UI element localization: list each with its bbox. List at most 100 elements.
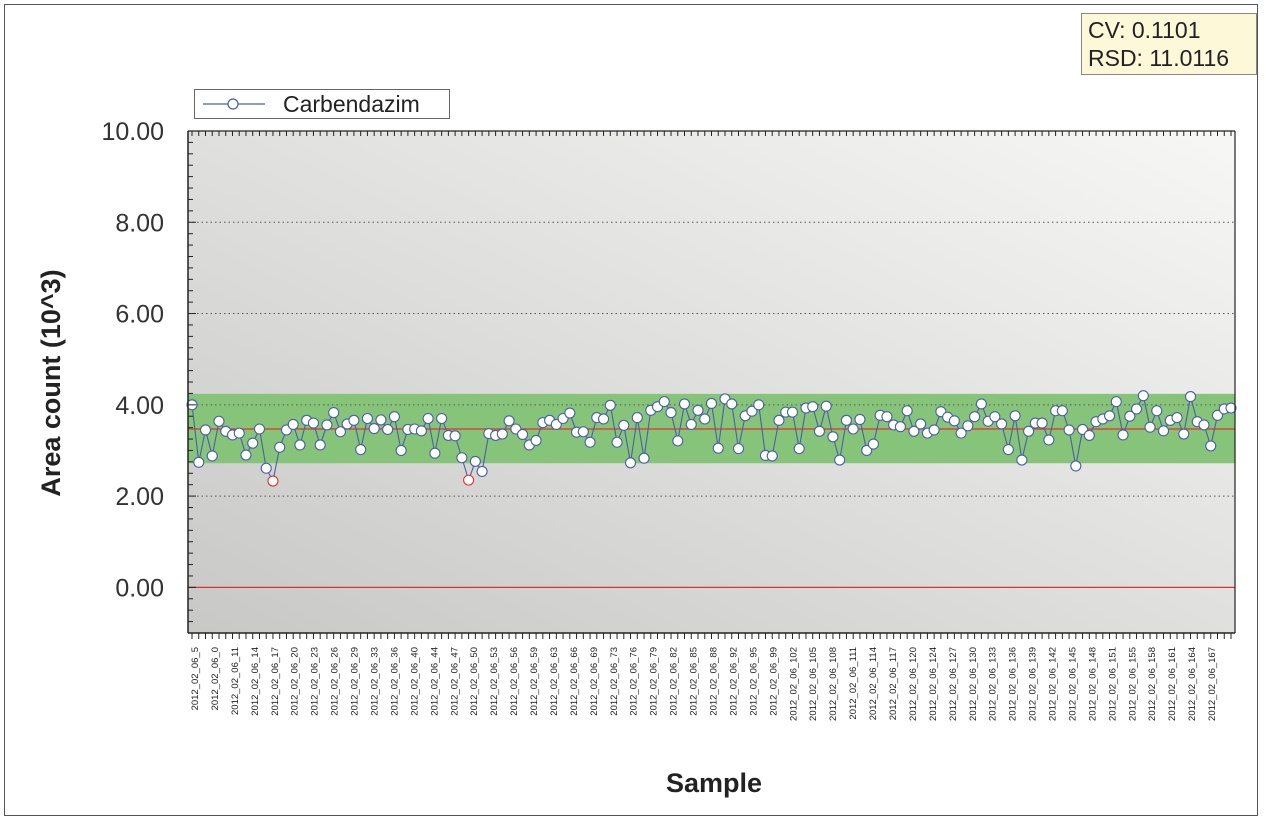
- x-tick-label: 2012_02_06_29: [350, 647, 361, 716]
- x-tick-label: 2012_02_06_17: [270, 647, 281, 716]
- data-point: [449, 430, 461, 442]
- data-point: [753, 399, 765, 411]
- x-tick-label: 2012_02_06_79: [649, 647, 660, 716]
- data-point: [854, 413, 866, 425]
- data-point: [699, 413, 711, 425]
- data-point: [1211, 409, 1224, 421]
- data-point: [233, 427, 245, 439]
- data-point: [861, 444, 873, 457]
- data-point: [618, 419, 630, 431]
- data-point: [287, 418, 299, 430]
- data-point: [1178, 428, 1190, 440]
- data-point: [334, 426, 346, 438]
- legend-marker-icon: [227, 98, 239, 110]
- data-point: [807, 401, 819, 413]
- data-point: [766, 450, 778, 462]
- x-tick-label: 2012_02_06_69: [589, 647, 600, 716]
- x-tick-label: 2012_02_06_133: [988, 647, 999, 721]
- data-point: [274, 441, 286, 453]
- x-tick-label: 2012_02_06_76: [629, 647, 640, 716]
- data-point: [1036, 417, 1048, 429]
- data-point: [1043, 434, 1055, 446]
- x-tick-label: 2012_02_06_0: [210, 647, 221, 710]
- x-tick-label: 2012_02_06_92: [728, 647, 739, 716]
- data-point: [901, 405, 913, 417]
- data-point: [948, 415, 960, 427]
- data-point: [638, 452, 650, 464]
- x-tick-label: 2012_02_06_161: [1167, 647, 1178, 721]
- x-tick-label: 2012_02_06_105: [808, 647, 819, 721]
- x-tick-label: 2012_02_06_20: [290, 647, 301, 716]
- data-point: [1002, 443, 1014, 456]
- data-point: [1063, 424, 1075, 436]
- data-point: [476, 465, 488, 477]
- data-point: [1184, 391, 1197, 403]
- data-point: [726, 398, 738, 410]
- data-point: [368, 422, 380, 435]
- data-point: [1117, 429, 1129, 441]
- data-point: [422, 412, 434, 425]
- data-point: [469, 455, 481, 467]
- x-tick-label: 2012_02_06_40: [409, 647, 420, 716]
- data-point: [793, 443, 805, 455]
- data-point: [989, 411, 1001, 423]
- x-tick-label: 2012_02_06_124: [928, 647, 939, 721]
- data-point: [908, 425, 920, 437]
- data-point: [786, 406, 799, 418]
- x-tick-label: 2012_02_06_102: [788, 647, 799, 721]
- x-tick-label: 2012_02_06_114: [868, 647, 879, 720]
- data-point: [678, 398, 691, 410]
- data-point: [375, 414, 387, 426]
- data-point: [1083, 429, 1095, 441]
- rsd-value: RSD: 11.0116: [1088, 45, 1230, 71]
- data-point: [834, 454, 846, 466]
- data-point: [247, 437, 259, 449]
- y-tick-label: 10.00: [101, 118, 164, 146]
- data-point: [915, 418, 927, 430]
- outlier-point: [267, 475, 279, 487]
- legend-swatch: [203, 98, 265, 110]
- data-point: [382, 423, 394, 436]
- x-tick-label: 2012_02_06_145: [1068, 647, 1079, 721]
- data-point: [969, 411, 981, 423]
- data-point: [1009, 410, 1021, 422]
- data-point: [517, 428, 529, 441]
- data-point: [955, 427, 967, 439]
- x-tick-label: 2012_02_06_33: [370, 647, 381, 716]
- data-point: [1144, 421, 1156, 433]
- y-tick-label: 6.00: [115, 301, 164, 329]
- data-point: [314, 439, 326, 451]
- data-point: [692, 404, 704, 416]
- data-point: [732, 443, 745, 455]
- x-tick-label: 2012_02_06_23: [310, 647, 321, 716]
- x-tick-label: 2012_02_06_73: [609, 647, 620, 716]
- data-point: [456, 452, 468, 464]
- data-point: [415, 425, 427, 437]
- x-tick-label: 2012_02_06_111: [848, 647, 859, 720]
- data-point: [1198, 419, 1210, 431]
- y-tick-label: 2.00: [115, 483, 164, 511]
- data-point: [328, 407, 340, 419]
- data-point: [847, 423, 859, 435]
- statistics-box: CV: 0.1101 RSD: 11.0116: [1081, 13, 1257, 75]
- data-point: [840, 414, 852, 426]
- y-axis-title: Area count (10^3): [36, 269, 66, 496]
- x-tick-label: 2012_02_06_56: [509, 647, 520, 716]
- data-point: [604, 399, 616, 411]
- data-point: [321, 419, 333, 431]
- x-tick-label: 2012_02_06_59: [529, 647, 540, 716]
- y-tick-label: 4.00: [115, 392, 164, 420]
- x-tick-label: 2012_02_06_167: [1207, 647, 1218, 721]
- data-point: [193, 456, 205, 468]
- data-point: [348, 414, 360, 426]
- data-point: [975, 398, 987, 410]
- data-point: [584, 436, 596, 448]
- x-tick-label: 2012_02_06_151: [1107, 647, 1118, 721]
- data-point: [564, 407, 576, 419]
- x-tick-label: 2012_02_06_99: [768, 647, 779, 716]
- x-tick-label: 2012_02_06_14: [250, 647, 261, 716]
- x-tick-label: 2012_02_06_63: [549, 647, 560, 716]
- data-point: [294, 439, 306, 451]
- y-tick-label: 0.00: [115, 574, 164, 602]
- data-point: [1104, 410, 1116, 422]
